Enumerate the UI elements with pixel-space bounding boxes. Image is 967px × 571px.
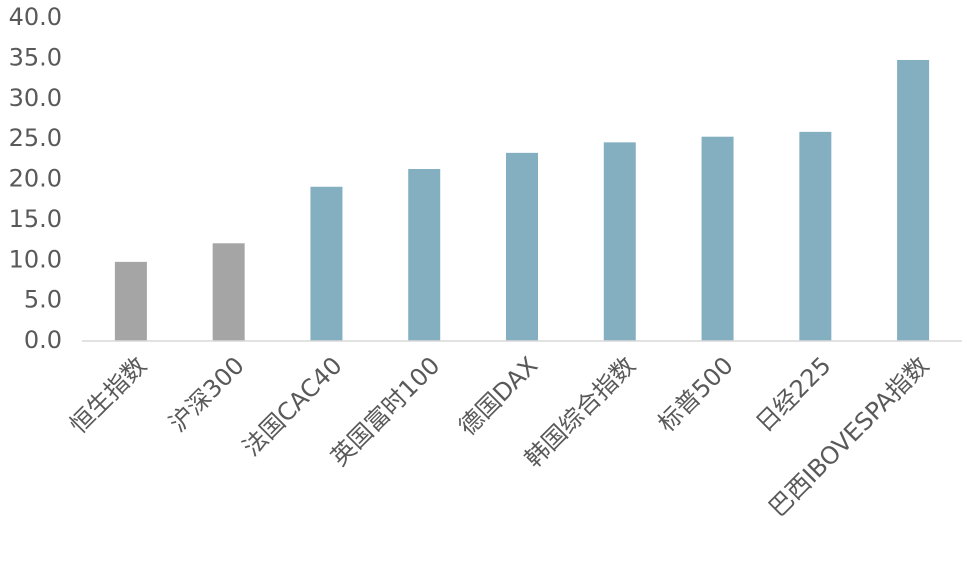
x-tick-label: 沪深300: [164, 351, 250, 437]
x-tick-label: 恒生指数: [64, 351, 152, 439]
bar: [114, 261, 147, 341]
y-tick-label: 35.0: [9, 43, 62, 71]
bar: [408, 169, 441, 341]
bar: [212, 243, 245, 341]
x-tick-label: 日经225: [750, 351, 836, 437]
y-tick-label: 5.0: [24, 286, 62, 314]
y-tick-label: 30.0: [9, 84, 62, 112]
y-tick-label: 0.0: [24, 326, 62, 354]
bar: [897, 59, 930, 342]
y-tick-label: 15.0: [9, 205, 62, 233]
x-tick-label: 标普500: [653, 351, 739, 437]
y-tick-label: 40.0: [9, 3, 62, 31]
y-tick-label: 10.0: [9, 245, 62, 273]
bar: [603, 142, 636, 341]
y-tick-label: 25.0: [9, 124, 62, 152]
bar: [310, 186, 343, 341]
bar: [506, 152, 538, 341]
bar: [799, 131, 832, 341]
bar: [701, 136, 734, 341]
x-tick-label: 德国DAX: [453, 351, 543, 441]
y-tick-label: 20.0: [9, 165, 62, 193]
x-tick-label: 巴西IBOVESPA指数: [763, 351, 934, 522]
